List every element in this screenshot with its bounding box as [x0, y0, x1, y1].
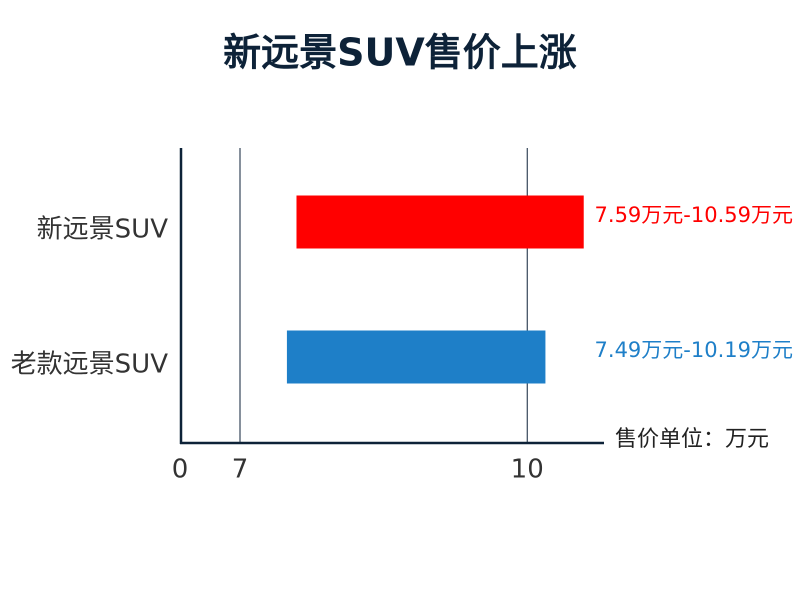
bar — [296, 195, 584, 249]
bar — [286, 330, 546, 384]
y-tick-label: 老款远景SUV — [11, 350, 169, 380]
x-tick-label: 7 — [232, 455, 249, 485]
data-label: 7.59万元-10.59万元 — [595, 203, 793, 227]
x-tick-label: 10 — [511, 455, 544, 485]
y-tick-label: 新远景SUV — [37, 215, 169, 245]
data-label: 7.49万元-10.19万元 — [595, 338, 793, 362]
chart-title: 新远景SUV售价上涨 — [223, 31, 577, 75]
x-tick-label: 0 — [172, 455, 189, 485]
x-axis-label: 售价单位：万元 — [615, 427, 769, 452]
